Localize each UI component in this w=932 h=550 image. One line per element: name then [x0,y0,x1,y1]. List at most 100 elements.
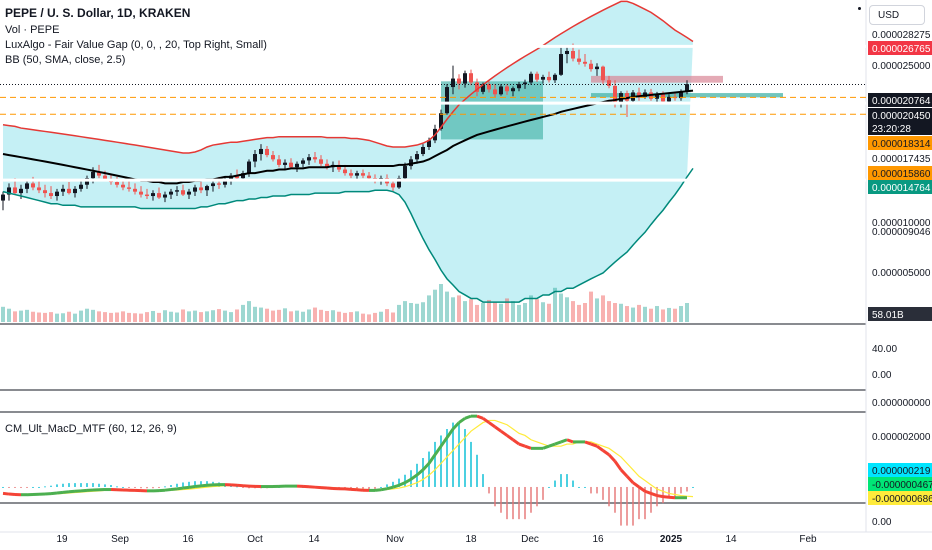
macd-hist-bar [554,480,556,487]
macd-hist-bar [692,486,694,488]
macd-line-segment [548,442,556,448]
candle-body [157,193,161,198]
candle [475,78,479,97]
volume-bar [367,314,371,322]
candle [61,184,65,197]
candle-body [307,157,311,161]
price-badge-bg [868,180,932,194]
panel-bg-1 [0,324,866,390]
candle [313,151,317,163]
volume-legend[interactable]: Vol · PEPE [5,24,60,36]
volume-bars [1,284,689,322]
macd-hist-bar [578,486,580,488]
macd-line-segment [374,488,382,492]
macd-hist-bar [590,486,592,494]
candle-body [493,89,497,95]
candle-body [313,157,317,160]
candle-body [415,154,419,160]
macd-hist-bar [164,486,166,488]
macd-badge-bg [868,491,932,505]
candle-body [679,91,683,99]
volume-bar [493,302,497,322]
volume-bar [331,310,335,322]
more-dot-icon[interactable] [858,7,861,10]
candle-body [337,164,341,170]
macd-line-segment [445,428,455,439]
candle [445,84,449,115]
time-tick-label: Nov [386,534,404,545]
candle [553,73,557,84]
volume-bar [427,295,431,322]
price-badge-text: 0.000017435 [872,154,931,165]
candle [271,150,275,162]
macd-hist-bar [68,483,70,487]
macd-hist-bar [362,486,364,490]
macd-legend[interactable]: CM_Ult_MacD_MTF (60, 12, 26, 9) [5,423,177,435]
macd-hist-bar [680,486,682,494]
volume-bar [397,304,401,322]
price-badge-text: 0.000020450 [872,111,931,122]
volume-bar [241,304,245,322]
macd-line-segment [194,484,202,489]
candle-body [511,88,515,92]
volume-bar [205,311,209,322]
volume-bar [385,309,389,322]
time-tick-label: 14 [725,534,737,545]
volume-bar [577,304,581,322]
macd-hist-bar [422,458,424,487]
candle [49,186,53,200]
candle-body [343,169,347,174]
macd-hist-bar [542,486,544,500]
price-badge: 0.000020764 [868,93,932,107]
candle-body [601,66,605,81]
volume-bar [511,301,515,322]
fvg-legend[interactable]: LuxAlgo - Fair Value Gap (0, 0, , 20, To… [5,39,267,51]
volume-bar [409,303,413,322]
bb-upper-line [2,0,694,154]
time-tick-label: 14 [308,534,320,545]
candle-body [97,171,101,176]
macd-hist-bar [158,486,160,488]
volume-bar [499,303,503,322]
candle-body [283,162,287,165]
candle-body [163,194,167,198]
candle-body [223,179,227,185]
candle-body [19,188,23,194]
macd-hist-bar [470,441,472,487]
macd-hist-bar [434,441,436,487]
candle-body [613,85,617,103]
candle [397,175,401,189]
macd-hist-bar [596,486,598,494]
currency-button[interactable]: USD [869,5,925,25]
volume-bar [607,301,611,322]
macd-hist-bar [62,483,64,487]
candle-body [25,183,29,189]
price-badge-bg [868,151,932,165]
candle-body [625,93,629,101]
candle-body [571,50,575,59]
macd-hist-bar [170,485,172,487]
candle-body [355,173,359,176]
volume-bar [253,306,257,322]
macd-line-segment [62,490,70,494]
volume-bar [109,312,113,322]
macd-line-segment [458,417,466,424]
candle-body [37,187,41,191]
bb-lower-line [2,167,694,303]
macd-hist-bar [380,486,382,488]
macd-badge-bg [868,477,932,491]
candle-body [139,191,143,195]
macd-hist-bar [560,474,562,487]
macd-hist-bar [32,486,34,488]
bb-legend[interactable]: BB (50, SMA, close, 2.5) [5,54,126,66]
volume-bar [553,287,557,322]
candle-body [427,140,431,147]
macd-hist-bar [602,486,604,500]
volume-bar [361,313,365,322]
volume-bar [475,304,479,322]
macd-hist-bar [386,484,388,487]
candle-body [265,148,269,156]
fvg-bullish-box [591,93,783,98]
